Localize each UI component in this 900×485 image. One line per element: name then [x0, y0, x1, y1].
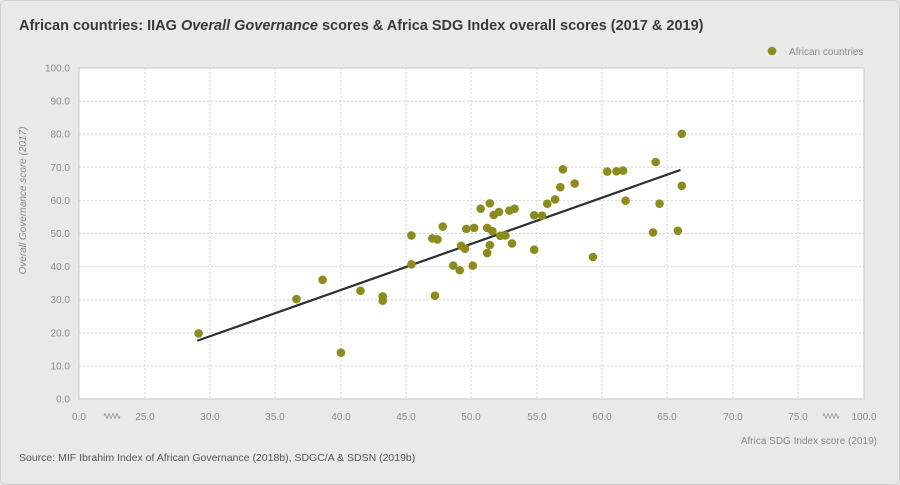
data-point — [556, 182, 565, 192]
data-point — [461, 224, 471, 234]
data-point — [550, 195, 560, 204]
x-tick-label: 60.0 — [592, 412, 612, 423]
legend-label: African countries — [789, 47, 863, 58]
data-point — [407, 259, 416, 269]
data-point — [356, 286, 365, 296]
data-point — [485, 240, 495, 250]
data-point — [677, 181, 687, 191]
y-tick-label: 90.0 — [51, 97, 71, 108]
axis-break-icon — [103, 412, 121, 420]
data-point — [292, 294, 301, 304]
x-tick-label: 100.0 — [851, 412, 876, 423]
y-tick-label: 60.0 — [51, 196, 71, 207]
data-point — [433, 235, 442, 244]
x-tick-label: 0.0 — [72, 412, 86, 423]
data-point — [542, 199, 552, 209]
title-prefix: African countries: IIAG — [19, 18, 181, 34]
data-point — [558, 164, 568, 174]
chart-title: African countries: IIAG Overall Governan… — [19, 18, 704, 34]
data-point — [537, 211, 547, 220]
x-tick-label: 55.0 — [527, 412, 547, 423]
data-point — [488, 226, 497, 236]
data-point — [507, 239, 517, 248]
data-point — [438, 222, 448, 231]
data-point — [529, 245, 539, 255]
data-point — [407, 231, 416, 240]
data-point — [655, 199, 664, 209]
y-tick-label: 20.0 — [51, 328, 71, 339]
x-tick-label: 40.0 — [331, 412, 351, 423]
data-point — [482, 248, 492, 258]
source-note: Source: MIF Ibrahim Index of African Gov… — [19, 452, 416, 464]
y-tick-label: 70.0 — [51, 163, 71, 174]
data-point — [603, 167, 612, 176]
axis-break-icon — [822, 412, 840, 420]
data-point — [501, 231, 510, 240]
y-tick-label: 80.0 — [51, 130, 71, 141]
x-tick-label: 75.0 — [788, 412, 808, 423]
x-tick-label: 45.0 — [396, 412, 416, 423]
data-point — [448, 261, 458, 270]
data-point — [494, 207, 504, 217]
y-axis-label: Overall Governance score (2017) — [18, 127, 29, 275]
x-tick-label: 50.0 — [461, 412, 481, 423]
data-point — [485, 199, 495, 208]
trend-line — [196, 168, 681, 342]
y-tick-label: 40.0 — [51, 262, 71, 273]
data-point — [673, 226, 683, 236]
data-point — [612, 166, 621, 176]
data-point — [460, 244, 470, 254]
data-point — [469, 223, 479, 233]
x-axis-label: Africa SDG Index score (2019) — [741, 436, 877, 447]
legend-marker — [767, 46, 777, 56]
data-point — [455, 265, 465, 275]
data-point — [510, 204, 519, 213]
y-tick-label: 30.0 — [51, 295, 71, 306]
y-tick-label: 0.0 — [56, 395, 70, 406]
x-tick-label: 70.0 — [723, 412, 743, 423]
data-point — [336, 348, 346, 357]
data-point — [621, 196, 630, 206]
data-point — [588, 252, 598, 262]
x-tick-label: 25.0 — [135, 412, 155, 423]
data-point — [648, 228, 658, 237]
plot-border — [78, 67, 865, 400]
data-point — [529, 210, 539, 220]
data-point — [570, 179, 579, 188]
data-point — [318, 275, 327, 285]
x-tick-label: 30.0 — [200, 412, 220, 423]
data-point — [677, 129, 687, 139]
data-point — [378, 296, 387, 305]
data-point — [194, 329, 203, 338]
title-suffix: scores & Africa SDG Index overall scores… — [317, 18, 704, 34]
data-point — [430, 291, 440, 301]
x-tick-label: 35.0 — [265, 412, 285, 423]
data-point — [618, 166, 628, 175]
y-tick-label: 50.0 — [51, 229, 71, 240]
data-point — [476, 204, 485, 213]
y-tick-label: 10.0 — [51, 361, 71, 372]
y-tick-label: 100.0 — [45, 64, 70, 75]
data-point — [468, 261, 478, 270]
x-tick-label: 65.0 — [657, 412, 677, 423]
title-emphasis: Overall Governance — [180, 18, 318, 34]
data-point — [651, 157, 660, 167]
